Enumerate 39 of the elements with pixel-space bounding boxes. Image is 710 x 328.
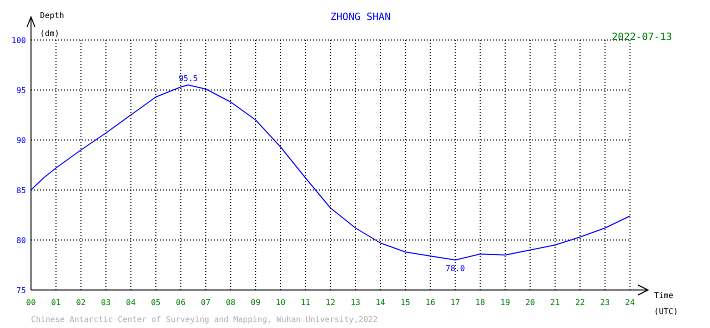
y-tick-label: 85 bbox=[16, 186, 26, 195]
x-tick-label: 17 bbox=[450, 298, 460, 307]
x-tick-label: 24 bbox=[625, 298, 635, 307]
y-tick-label: 100 bbox=[12, 36, 26, 45]
x-tick-label: 14 bbox=[376, 298, 386, 307]
x-tick-label: 07 bbox=[200, 298, 211, 307]
x-tick-label: 12 bbox=[326, 298, 336, 307]
chart-subtitle: 2022-07-13 bbox=[612, 32, 672, 43]
x-tick-label: 04 bbox=[126, 298, 136, 307]
annotation: 95.5 bbox=[178, 74, 198, 83]
x-tick-label: 18 bbox=[475, 298, 486, 307]
x-tick-label: 01 bbox=[51, 298, 61, 307]
y-tick-label: 75 bbox=[16, 286, 26, 295]
y-tick-label: 80 bbox=[16, 236, 26, 245]
chart-title: ZHONG SHAN bbox=[330, 12, 391, 23]
y-axis-title: Depth (dm) bbox=[40, 11, 64, 38]
x-tick-label: 21 bbox=[550, 298, 560, 307]
y-tick-label: 95 bbox=[16, 86, 26, 95]
x-tick-label: 09 bbox=[250, 298, 261, 307]
x-tick-label: 05 bbox=[150, 298, 161, 307]
x-axis-title: Time (UTC) bbox=[654, 291, 678, 316]
x-tick-label: 11 bbox=[300, 298, 311, 307]
y-tick-label: 90 bbox=[16, 136, 26, 145]
x-tick-label: 13 bbox=[350, 298, 360, 307]
x-tick-label: 23 bbox=[600, 298, 610, 307]
x-tick-label: 20 bbox=[525, 298, 536, 307]
x-tick-label: 15 bbox=[400, 298, 410, 307]
x-tick-label: 03 bbox=[101, 298, 111, 307]
text: Chinese Antarctic Center of Surveying and Mapping, Wuhan University,2022 bbox=[31, 315, 378, 324]
x-tick-label: 02 bbox=[76, 298, 86, 307]
x-tick-label: 00 bbox=[26, 298, 36, 307]
x-tick-label: 08 bbox=[226, 298, 236, 307]
x-tick-label: 10 bbox=[276, 298, 286, 307]
x-tick-label: 19 bbox=[500, 298, 510, 307]
line-series bbox=[30, 84, 630, 260]
x-tick-label: 16 bbox=[426, 298, 436, 307]
annotation: 78.0 bbox=[446, 264, 466, 273]
x-tick-label: 06 bbox=[176, 298, 186, 307]
x-tick-label: 22 bbox=[575, 298, 586, 307]
